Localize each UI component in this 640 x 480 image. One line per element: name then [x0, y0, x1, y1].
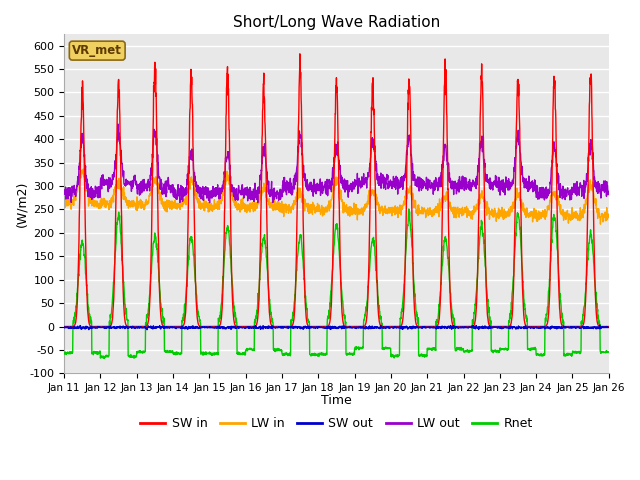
X-axis label: Time: Time: [321, 395, 352, 408]
Text: VR_met: VR_met: [72, 44, 122, 57]
Y-axis label: (W/m2): (W/m2): [15, 180, 28, 227]
Legend: SW in, LW in, SW out, LW out, Rnet: SW in, LW in, SW out, LW out, Rnet: [135, 412, 538, 435]
Title: Short/Long Wave Radiation: Short/Long Wave Radiation: [233, 15, 440, 30]
